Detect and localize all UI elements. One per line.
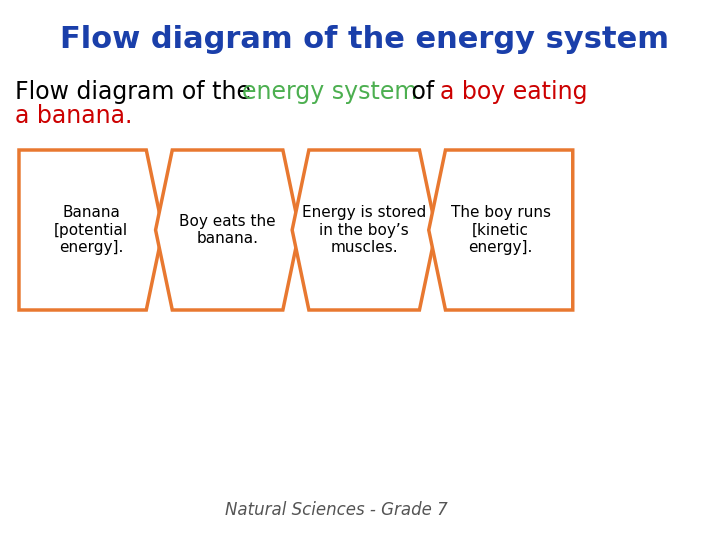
Text: a boy eating: a boy eating	[439, 80, 587, 104]
Polygon shape	[156, 150, 300, 310]
Text: Boy eats the
banana.: Boy eats the banana.	[179, 214, 276, 246]
Text: of: of	[405, 80, 442, 104]
Polygon shape	[292, 150, 436, 310]
Polygon shape	[428, 150, 572, 310]
Polygon shape	[19, 150, 163, 310]
Text: Banana
[potential
energy].: Banana [potential energy].	[54, 205, 128, 255]
Text: Natural Sciences - Grade 7: Natural Sciences - Grade 7	[225, 501, 448, 519]
Text: energy system: energy system	[241, 80, 417, 104]
Text: a banana.: a banana.	[15, 104, 132, 128]
Text: Flow diagram of the: Flow diagram of the	[15, 80, 258, 104]
Text: The boy runs
[kinetic
energy].: The boy runs [kinetic energy].	[451, 205, 551, 255]
Text: Energy is stored
in the boy’s
muscles.: Energy is stored in the boy’s muscles.	[302, 205, 426, 255]
Text: Flow diagram of the energy system: Flow diagram of the energy system	[60, 25, 669, 55]
